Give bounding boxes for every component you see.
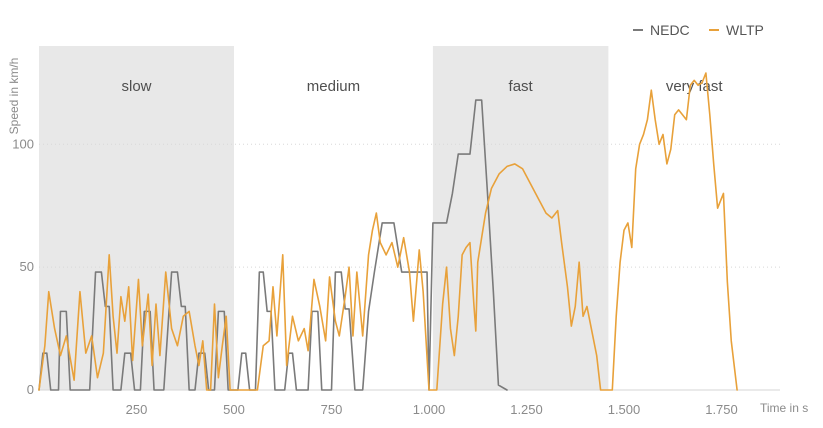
- y-tick-label: 100: [12, 136, 34, 151]
- y-tick-label: 0: [27, 382, 34, 397]
- legend-item-wltp: WLTP: [709, 22, 764, 38]
- x-tick-label: 1.250: [510, 402, 543, 417]
- x-tick-label: 1.750: [705, 402, 738, 417]
- series-layer: [38, 72, 738, 391]
- band-label-slow: slow: [121, 78, 151, 95]
- y-tick-label: 50: [20, 259, 34, 274]
- legend-item-nedc: NEDC: [633, 22, 690, 38]
- x-axis-title: Time in s: [760, 401, 808, 415]
- band-fast-shading: [432, 46, 609, 390]
- band-slow-shading: [39, 46, 234, 390]
- bands-layer: slow medium fast very fast: [39, 46, 723, 390]
- series-line-wltp: [38, 72, 738, 391]
- x-tick-label: 750: [321, 402, 343, 417]
- legend-label-nedc: NEDC: [650, 22, 690, 38]
- x-tick-label: 1.000: [413, 402, 446, 417]
- ticks-layer: 0 50 100 250 500 750 1.000 1.250 1.500 1.750: [12, 136, 737, 417]
- y-axis-title: Speed in km/h: [7, 58, 21, 135]
- legend: NEDC WLTP: [633, 22, 764, 38]
- legend-label-wltp: WLTP: [726, 22, 764, 38]
- band-label-medium: medium: [307, 78, 360, 95]
- x-tick-label: 1.500: [608, 402, 641, 417]
- x-tick-label: 500: [223, 402, 245, 417]
- x-tick-label: 250: [126, 402, 148, 417]
- band-label-very-fast: very fast: [666, 78, 724, 95]
- band-label-fast: fast: [509, 78, 534, 95]
